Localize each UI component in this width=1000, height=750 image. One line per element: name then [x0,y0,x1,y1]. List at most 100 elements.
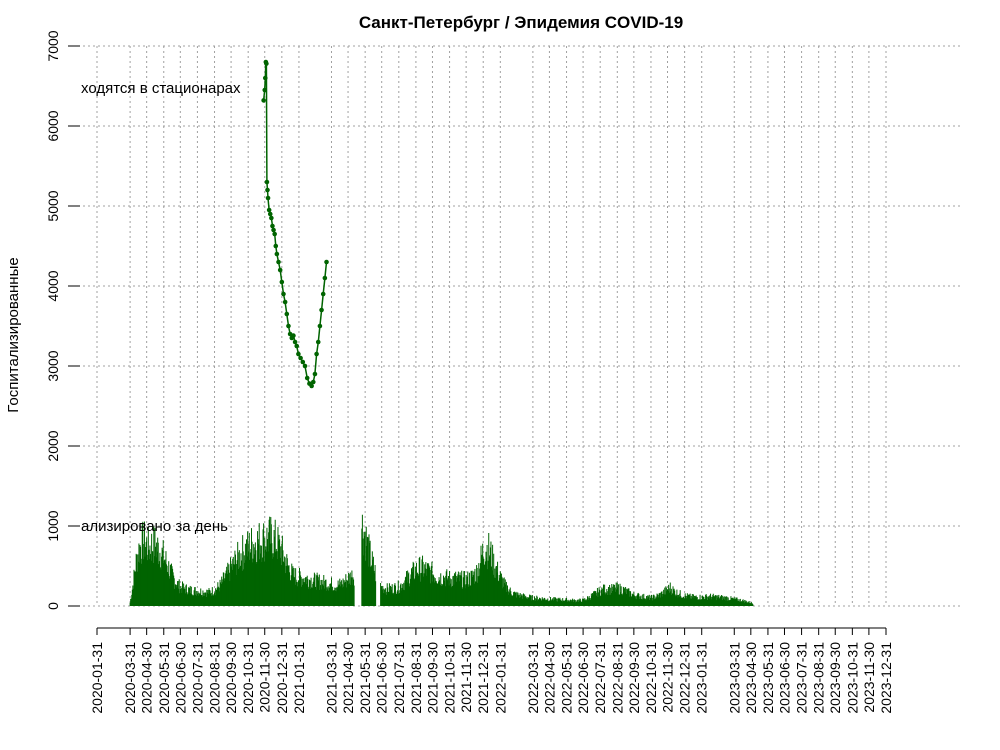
in-hospital-point [294,343,300,349]
x-tick-label: 2020-12-31 [274,642,290,714]
chart-title: Санкт-Петербург / Эпидемия COVID-19 [359,13,683,32]
x-tick-label: 2023-12-31 [878,642,894,714]
y-tick-label: 7000 [45,30,61,61]
x-tick-label: 2020-08-31 [207,642,223,714]
x-tick-label: 2021-11-30 [458,642,474,713]
in-hospital-point [312,371,318,377]
in-hospital-point [304,375,310,381]
in-hospital-point [319,307,324,313]
grid [68,45,960,607]
in-hospital-point [310,379,316,385]
in-hospital-point [265,187,270,193]
in-hospital-point [286,323,291,329]
in-hospital-point [314,351,319,357]
annotation-per-day: ализировано за день [81,518,228,535]
x-tick-label: 2023-09-30 [827,642,843,714]
x-tick-label: 2023-03-31 [726,642,742,714]
x-tick-label: 2022-03-31 [525,642,541,714]
in-hospital-point [291,333,296,338]
x-tick-label: 2021-01-31 [291,642,307,714]
in-hospital-point [267,211,273,217]
x-tick-label: 2021-04-30 [340,642,356,714]
y-tick-label: 6000 [45,110,61,141]
x-tick-label: 2022-04-30 [541,642,557,714]
x-tick-label: 2023-11-30 [861,642,877,713]
y-tick-label: 0 [45,602,61,610]
x-tick-label: 2022-08-31 [609,642,625,714]
x-tick-label: 2023-08-31 [811,642,827,714]
daily-hospitalized-series [129,514,754,606]
x-tick-label: 2021-05-31 [357,642,373,714]
in-hospital-series [261,59,329,389]
x-tick-label: 2023-05-31 [760,642,776,714]
y-axis: 0 1000 2000 3000 4000 5000 6000 7000 [45,30,80,610]
in-hospital-point [265,195,271,201]
in-hospital-point [264,61,269,66]
in-hospital-point [317,323,323,329]
x-tick-label: 2022-05-31 [559,642,575,714]
annotation-in-hospital: ходятся в стационарах [81,80,241,97]
x-tick-label: 2021-06-30 [374,642,390,714]
y-tick-label: 4000 [45,270,61,301]
in-hospital-point [282,299,288,305]
in-hospital-point [315,339,321,345]
x-tick-label: 2020-06-30 [172,642,188,714]
x-tick-label: 2022-10-31 [643,642,659,714]
in-hospital-point [262,75,268,81]
x-tick-label: 2021-09-30 [424,642,440,714]
in-hospital-point [277,267,283,273]
in-hospital-point [261,98,266,103]
x-tick-label: 2020-10-31 [240,642,256,714]
in-hospital-point [298,355,303,361]
x-tick-label: 2023-10-31 [844,642,860,714]
in-hospital-point [302,363,308,369]
x-tick-label: 2022-06-30 [575,642,591,714]
in-hospital-point [269,215,274,221]
x-tick-label: 2020-07-31 [189,642,205,714]
x-tick-label: 2021-07-31 [391,642,407,714]
x-tick-label: 2021-08-31 [408,642,424,714]
x-tick-label: 2022-07-31 [592,642,608,714]
in-hospital-point [264,179,270,185]
y-tick-label: 2000 [45,430,61,461]
in-hospital-point [284,311,290,317]
in-hospital-point [274,251,280,257]
y-tick-label: 5000 [45,190,61,221]
in-hospital-point [281,291,286,297]
x-tick-label: 2023-04-30 [743,642,759,714]
in-hospital-point [324,259,329,265]
in-hospital-point [262,87,268,93]
y-axis-label: Госпитализированные [5,257,22,412]
x-tick-label: 2022-11-30 [660,642,676,713]
x-tick-label: 2020-11-30 [257,642,273,713]
x-tick-label: 2022-09-30 [626,642,642,714]
in-hospital-point [266,207,272,213]
x-tick-label: 2020-04-30 [139,642,155,714]
x-tick-label: 2023-07-31 [794,642,810,714]
in-hospital-point [309,383,314,389]
x-tick-label: 2022-01-31 [492,642,508,714]
x-tick-label: 2023-01-31 [694,642,710,714]
in-hospital-point [276,259,281,265]
in-hospital-point [279,279,285,285]
x-tick-label: 2020-05-31 [156,642,172,714]
in-hospital-point [292,339,298,345]
in-hospital-point [270,223,275,229]
x-tick-label: 2022-12-31 [677,642,693,714]
in-hospital-point [300,359,306,365]
in-hospital-point [271,227,276,233]
x-tick-label: 2021-12-31 [475,642,491,714]
x-tick-label: 2021-03-31 [323,642,339,714]
y-tick-label: 1000 [45,510,61,541]
x-tick-label: 2020-03-31 [122,642,138,714]
x-tick-label: 2020-01-31 [89,642,105,714]
x-axis: 2020-01-31 2020-03-31 2020-04-30 2020-05-31… [89,627,894,714]
in-hospital-point [322,275,328,281]
y-tick-label: 3000 [45,350,61,381]
x-tick-label: 2021-10-31 [442,642,458,714]
x-tick-label: 2023-06-30 [776,642,792,714]
in-hospital-point [272,231,277,237]
in-hospital-point [320,291,326,297]
x-tick-label: 2020-09-30 [223,642,239,714]
in-hospital-point [296,351,301,357]
